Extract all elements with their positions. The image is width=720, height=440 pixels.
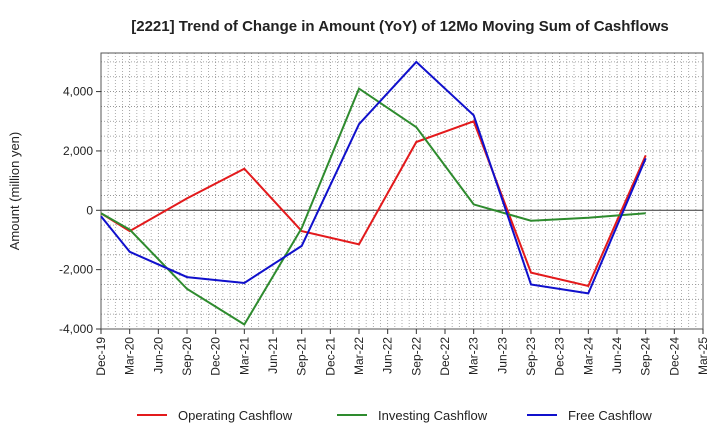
x-tick-label: Jun-21	[266, 337, 280, 374]
x-tick-label: Sep-23	[524, 337, 538, 376]
grid-layer	[100, 53, 704, 330]
y-axis-label: Amount (million yen)	[7, 132, 22, 251]
series-layer	[100, 60, 647, 326]
x-tick-label: Dec-22	[438, 337, 452, 376]
x-tick-label: Jun-24	[610, 337, 624, 374]
x-tick-label: Sep-22	[409, 337, 423, 376]
x-tick-label: Sep-21	[295, 337, 309, 376]
chart-title: [2221] Trend of Change in Amount (YoY) o…	[131, 18, 669, 35]
x-tick-label: Jun-22	[381, 337, 395, 374]
y-tick-label: -2,000	[59, 263, 93, 277]
x-tick-label: Mar-22	[352, 337, 366, 375]
x-tick-label: Mar-21	[237, 337, 251, 375]
plot-border	[100, 52, 704, 330]
legend-label-1: Operating Cashflow	[178, 408, 293, 423]
x-tick-label: Dec-24	[667, 337, 681, 376]
legend: Operating Cashflow Investing Cashflow Free…	[137, 408, 652, 423]
series-line-1	[100, 120, 647, 288]
series-line-3	[100, 60, 647, 295]
x-tick-label: Mar-20	[123, 337, 137, 375]
x-tick-label: Mar-24	[581, 337, 595, 375]
x-tick-label: Jun-20	[151, 337, 165, 374]
x-tick-label: Sep-20	[180, 337, 194, 376]
y-tick-label: 2,000	[63, 144, 93, 158]
axis-layer: -4,000 -2,000 0 2,000 4,000 Dec-19 Mar-20 Jun-2…	[59, 52, 710, 376]
x-tick-label: Mar-25	[696, 337, 710, 375]
x-tick-label: Dec-21	[323, 337, 337, 376]
x-tick-label: Jun-23	[495, 337, 509, 374]
y-tick-label: 0	[86, 203, 93, 217]
x-tick-label: Dec-23	[553, 337, 567, 376]
x-tick-label: Mar-23	[467, 337, 481, 375]
y-tick-label: 4,000	[63, 85, 93, 99]
x-tick-label: Dec-19	[94, 337, 108, 376]
x-tick-label: Sep-24	[639, 337, 653, 376]
legend-label-2: Investing Cashflow	[378, 408, 488, 423]
legend-label-3: Free Cashflow	[568, 408, 652, 423]
x-tick-label: Dec-20	[209, 337, 223, 376]
y-tick-label: -4,000	[59, 322, 93, 336]
